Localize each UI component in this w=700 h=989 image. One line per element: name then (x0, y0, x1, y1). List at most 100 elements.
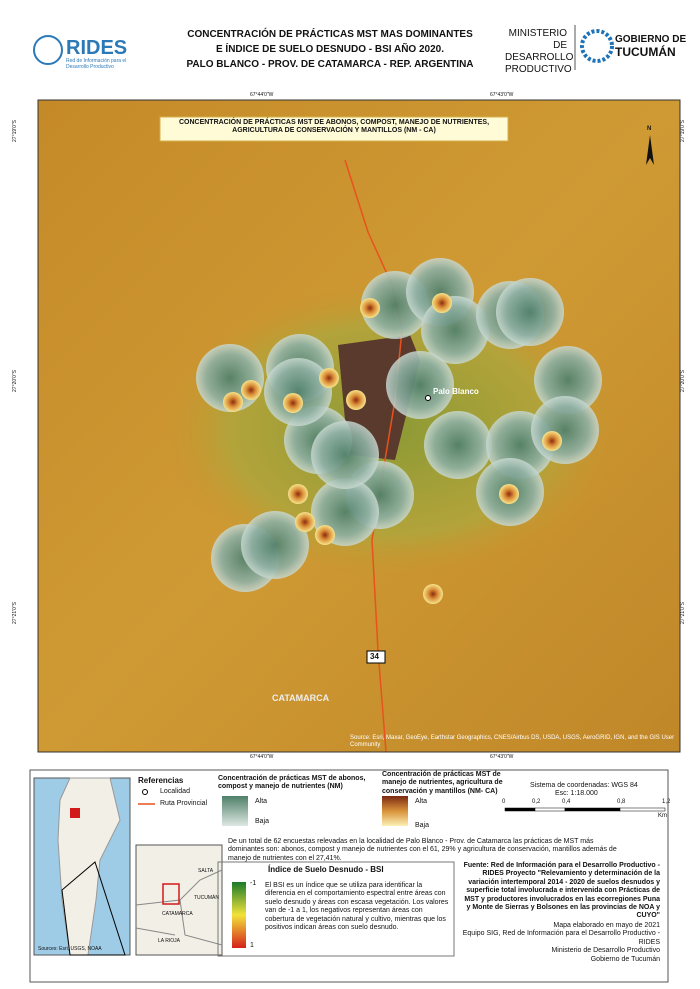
legend-title: Referencias (138, 776, 184, 785)
nmca-ramp (382, 796, 408, 826)
province-borders (135, 869, 223, 946)
title-line: PALO BLANCO - PROV. DE CATAMARCA - REP. … (186, 59, 474, 70)
scale-tick-label: 0 (502, 799, 506, 805)
legend-border (29, 769, 669, 983)
province-area (162, 883, 180, 905)
legend-item: Localidad (160, 788, 190, 795)
nmca-hotspot (223, 392, 243, 412)
nmca-hotspot (288, 484, 308, 504)
north-label: N (647, 126, 652, 132)
credit-line: Gobierno de Tucumán (590, 955, 660, 963)
government: GOBIERNO DE TUCUMÁN (615, 34, 686, 58)
lat-label: 27°20'0"S (11, 370, 18, 392)
inset-province-label: SALTA (198, 868, 214, 874)
credit-line: Mapa elaborado en mayo de 2021 (553, 922, 660, 929)
bsi-title: Índice de Suelo Desnudo - BSI (268, 865, 384, 874)
nmca-title: Concentración de prácticas MST de manejo… (382, 771, 503, 795)
bsi-min: -1 (250, 880, 257, 887)
nmca-high: Alta (415, 798, 428, 805)
scale-tick-label: 0,8 (617, 799, 626, 805)
scale-segment (619, 807, 666, 812)
nm-hotspot (531, 396, 599, 464)
nm-hotspot (496, 278, 564, 346)
scale-tick-label: 0,4 (562, 799, 571, 805)
government-line: GOBIERNO DE (615, 34, 687, 45)
government-line: TUCUMÁN (615, 45, 676, 59)
lat-label: 27°20'0"S (679, 370, 686, 392)
nmca-hotspot (283, 393, 303, 413)
inset-province-label: CATAMARCA (162, 911, 193, 917)
bsi-max: 1 (250, 942, 254, 949)
nm-hotspot (421, 296, 489, 364)
nm-hotspot (534, 346, 602, 414)
nmca-hotspot (315, 525, 335, 545)
scale-bar (504, 807, 666, 812)
ministry: MINISTERIO DE DESARROLLO PRODUCTIVO (505, 28, 574, 76)
map-frame (38, 100, 680, 752)
scale-unit: Km (658, 813, 667, 819)
nmca-hotspot (346, 390, 366, 410)
nm-ramp (222, 796, 248, 826)
bsi-box (217, 861, 455, 957)
locality-label: Palo Blanco (433, 387, 479, 396)
province-label: CATAMARCA (272, 693, 330, 703)
nm-hotspot (386, 351, 454, 419)
route-label: 34 (370, 652, 379, 661)
inset-province-label: LA RIOJA (158, 938, 180, 944)
credit-line: Ministerio de Desarrollo Productivo (551, 947, 660, 955)
attribution: Source: Esri, Maxar, GeoEye, Earthstar G… (350, 735, 675, 749)
nmca-hotspot (241, 380, 261, 400)
north-arrow (646, 135, 654, 165)
footer-source: Fuente: Red de Información para el Desar… (463, 862, 660, 920)
bsi-ramp (232, 882, 246, 948)
inset-province-label: TUCUMÁN (194, 895, 219, 901)
title-line: CONCENTRACIÓN DE PRÁCTICAS MST MAS DOMIN… (187, 29, 473, 40)
nmca-hotspot (499, 484, 519, 504)
summary: De un total de 62 encuestas relevadas en… (228, 838, 617, 862)
sheet-title: CONCENTRACIÓN DE PRÁCTICAS MST MAS DOMIN… (160, 27, 500, 72)
nm-title: Concentración de prácticas MST de abonos… (218, 775, 366, 791)
locality-point (425, 395, 431, 401)
lat-label: 27°21'0"S (11, 602, 18, 624)
footer-credits: Mapa elaborado en mayo de 2021 Equipo SI… (460, 922, 660, 964)
route-shield (366, 650, 386, 664)
scale-tick-label: 0,2 (532, 799, 541, 805)
nmca-hotspot (542, 431, 562, 451)
title-line: E ÍNDICE DE SUELO DESNUDO - BSI AÑO 2020… (215, 44, 444, 55)
legend-locality-icon (142, 789, 148, 795)
lon-label: 67°43'0"W (490, 92, 514, 98)
scale-segment (504, 807, 536, 812)
nm-hotspot (241, 511, 309, 579)
nm-hotspot (264, 358, 332, 426)
nm-hotspot (424, 411, 492, 479)
logo: RIDES (66, 37, 128, 59)
map-border (37, 99, 681, 753)
lon-label: 67°44'0"W (250, 92, 274, 98)
nmca-low: Baja (415, 822, 430, 829)
lat-label: 27°19'0"S (679, 120, 686, 142)
nm-hotspot (311, 421, 379, 489)
credit-line: Equipo SIG, Red de Información para el D… (462, 930, 660, 946)
crs: Sistema de coordenadas: WGS 84 (530, 782, 638, 789)
lat-label: 27°19'0"S (11, 120, 18, 142)
scale-tick-label: 1,2 (662, 799, 671, 805)
nm-high: Alta (255, 798, 268, 805)
scale-segment (564, 807, 621, 812)
nmca-hotspot (360, 298, 380, 318)
nm-low: Baja (255, 818, 270, 825)
lat-label: 27°21'0"S (679, 602, 686, 624)
lon-label: 67°43'0"W (490, 754, 514, 760)
map-title: CONCENTRACIÓN DE PRÁCTICAS MST DE ABONOS… (178, 119, 490, 135)
inset-source: Sources: Esri, USGS, NOAA (38, 946, 102, 952)
nmca-hotspot (423, 584, 443, 604)
inset-area (70, 808, 80, 818)
ministry-line: MINISTERIO DE (508, 28, 567, 51)
map-title-box (159, 116, 509, 142)
ministry-line: DESARROLLO (505, 52, 574, 63)
scale-segment (534, 807, 566, 812)
lon-label: 67°44'0"W (250, 754, 274, 760)
nmca-hotspot (295, 512, 315, 532)
rides-logo-mark (33, 35, 63, 65)
